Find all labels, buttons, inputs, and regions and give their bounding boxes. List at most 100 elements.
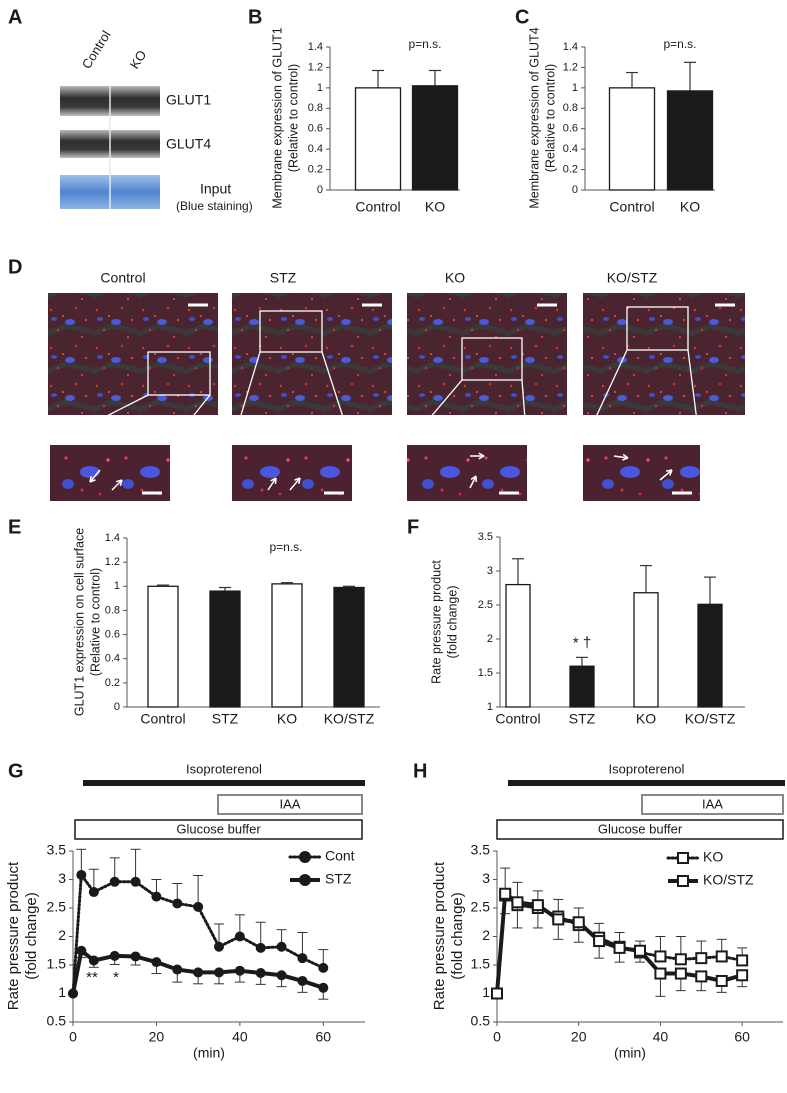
marker — [88, 955, 99, 966]
treatment-bar — [83, 780, 365, 786]
y-axis-label: (Relative to control) — [88, 568, 102, 676]
arrow — [659, 469, 673, 481]
y-tick-label: 3 — [487, 565, 493, 577]
marker — [193, 967, 204, 978]
marker — [715, 974, 728, 987]
treatment-box — [74, 819, 363, 840]
x-axis-label: (min) — [614, 1045, 646, 1061]
x-tick-label: 0 — [493, 1029, 501, 1045]
x-tick-label: KO — [636, 711, 656, 727]
y-tick-label: 3 — [58, 870, 66, 886]
bar — [209, 590, 241, 708]
legend-label: STZ — [325, 871, 352, 887]
marker — [130, 951, 141, 962]
arrow-head — [270, 477, 277, 485]
marker — [214, 941, 224, 952]
lane-label: KO — [127, 48, 150, 72]
marker — [318, 962, 329, 973]
treatment-label: IAA — [702, 796, 723, 811]
marker — [234, 931, 245, 942]
marker — [130, 876, 141, 887]
y-tick-label: 3 — [482, 870, 490, 886]
y-tick-label: 1.2 — [563, 61, 578, 73]
bar — [633, 592, 659, 708]
bar — [505, 583, 531, 708]
y-tick-label: 1.4 — [105, 532, 120, 544]
marker — [276, 970, 287, 981]
bar — [411, 85, 459, 191]
blot-row-label: GLUT4 — [166, 136, 211, 152]
marker — [613, 941, 626, 954]
marker — [654, 967, 667, 980]
marker — [318, 982, 329, 993]
y-tick-label: 0.8 — [105, 604, 120, 616]
x-tick-label: KO — [680, 199, 700, 215]
marker — [234, 965, 245, 976]
zoom-connector — [687, 349, 701, 446]
legend-marker — [299, 874, 311, 886]
panel-letter: B — [248, 6, 262, 28]
y-axis-label: (fold change) — [445, 586, 459, 659]
y-tick-label: 1.5 — [471, 956, 491, 972]
y-tick-label: 0.5 — [47, 1013, 67, 1029]
lane-label: Control — [79, 28, 114, 72]
panel-letter: E — [8, 516, 21, 538]
treatment-box — [496, 819, 784, 840]
marker — [214, 967, 224, 978]
treatment-label: Isoproterenol — [609, 761, 685, 776]
treatment-label: Glucose buffer — [598, 821, 683, 836]
marker — [151, 891, 162, 902]
marker — [172, 898, 183, 909]
marker — [109, 950, 120, 961]
zoom-box — [147, 351, 211, 396]
marker — [491, 987, 503, 1000]
y-tick-label: 3.5 — [478, 531, 493, 543]
y-tick-label: 1 — [572, 82, 578, 94]
y-tick-label: 1.4 — [563, 41, 578, 53]
panel-letter: C — [515, 6, 529, 28]
y-tick-label: 3.5 — [471, 842, 491, 858]
marker — [634, 944, 646, 957]
zoom-box — [259, 310, 323, 353]
marker — [499, 887, 512, 900]
blot-row-label: GLUT1 — [166, 92, 211, 108]
x-tick-label: 20 — [571, 1029, 587, 1045]
bar — [666, 90, 714, 191]
arrow — [469, 475, 477, 489]
zoom-connector — [49, 394, 149, 446]
y-tick-label: 0.2 — [105, 677, 120, 689]
zoom-connector — [406, 379, 463, 446]
marker — [297, 953, 308, 964]
y-tick-label: 0.2 — [308, 163, 323, 175]
y-tick-label: 1.5 — [478, 667, 493, 679]
micrograph-title: STZ — [270, 270, 297, 286]
y-tick-label: 0.4 — [308, 143, 323, 155]
micrograph — [48, 293, 218, 415]
treatment-box — [217, 794, 363, 815]
bar — [147, 585, 179, 708]
y-tick-label: 0.8 — [308, 102, 323, 114]
y-axis-label: GLUT1 expression on cell surface — [72, 528, 86, 716]
micrographs — [48, 293, 745, 501]
y-axis-label: Membrane expression of GLUT1 — [270, 27, 284, 208]
marker — [193, 901, 204, 912]
y-axis-label: (fold change) — [23, 892, 40, 980]
marker — [255, 942, 266, 953]
micrograph-title: KO/STZ — [607, 270, 658, 286]
y-tick-label: 1.5 — [47, 956, 67, 972]
arrow-head — [665, 469, 673, 476]
legend-label: Cont — [325, 848, 355, 864]
y-tick-label: 1.2 — [105, 556, 120, 568]
legend-label: KO — [703, 849, 723, 865]
y-tick-label: 1 — [482, 984, 490, 1000]
zoom-connector — [582, 349, 628, 446]
arrow-head — [294, 477, 301, 485]
y-tick-label: 3.5 — [47, 842, 67, 858]
micrograph — [407, 293, 567, 415]
marker — [674, 953, 687, 966]
x-tick-label: KO — [277, 711, 297, 727]
marker — [276, 941, 287, 952]
micrograph — [232, 293, 392, 415]
legend-marker — [677, 875, 689, 887]
